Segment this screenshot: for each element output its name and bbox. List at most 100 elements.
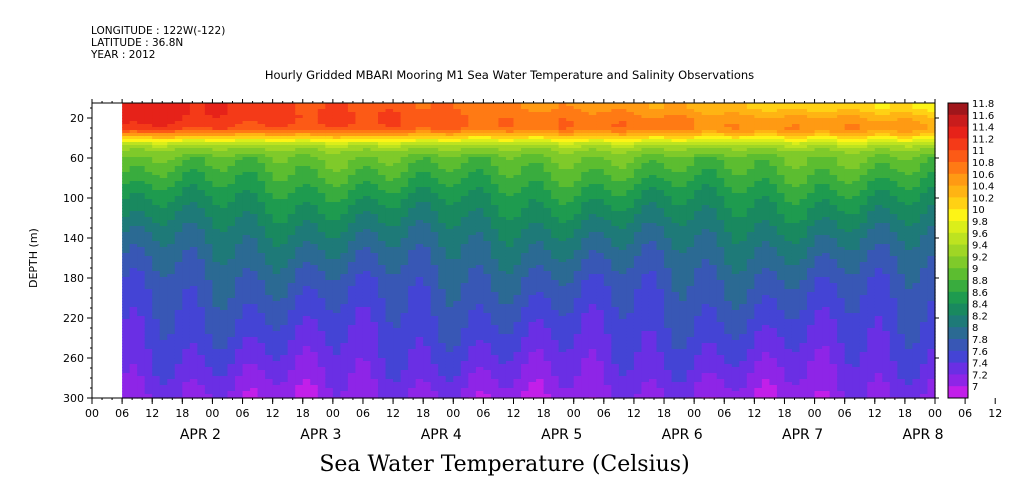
heatmap-cell	[212, 112, 221, 116]
heatmap-cell	[438, 193, 447, 197]
heatmap-cell	[468, 196, 477, 200]
heatmap-cell	[400, 316, 409, 320]
heatmap-cell	[460, 178, 469, 182]
heatmap-cell	[460, 370, 469, 374]
heatmap-cell	[152, 250, 161, 254]
heatmap-cell	[152, 340, 161, 344]
heatmap-cell	[272, 121, 281, 125]
heatmap-cell	[415, 274, 424, 278]
heatmap-cell	[400, 151, 409, 155]
heatmap-cell	[490, 280, 500, 284]
heatmap-cell	[393, 358, 402, 362]
heatmap-cell	[453, 148, 462, 152]
heatmap-cell	[475, 220, 484, 224]
heatmap-cell	[137, 310, 146, 314]
heatmap-cell	[400, 145, 409, 149]
heatmap-cell	[423, 211, 432, 215]
heatmap-cell	[445, 163, 454, 167]
heatmap-cell	[295, 118, 304, 122]
heatmap-cell	[174, 187, 183, 191]
heatmap-cell	[475, 133, 484, 137]
heatmap-cell	[415, 193, 424, 197]
heatmap-cell	[362, 214, 372, 218]
heatmap-cell	[415, 118, 424, 122]
heatmap-cell	[325, 145, 334, 149]
heatmap-cell	[257, 178, 266, 182]
heatmap-cell	[182, 361, 191, 365]
heatmap-cell	[295, 199, 304, 203]
heatmap-cell	[159, 145, 168, 149]
heatmap-cell	[370, 253, 379, 257]
heatmap-cell	[340, 139, 349, 143]
heatmap-cell	[362, 211, 372, 215]
heatmap-cell	[227, 289, 236, 293]
heatmap-cell	[280, 220, 289, 224]
latitude-label: LATITUDE : 36.8N	[91, 37, 184, 49]
heatmap-cell	[310, 268, 319, 272]
heatmap-cell	[483, 172, 492, 176]
heatmap-cell	[393, 121, 402, 125]
heatmap-cell	[453, 229, 462, 233]
heatmap-cell	[129, 112, 138, 116]
heatmap-cell	[438, 256, 447, 260]
heatmap-cell	[242, 154, 251, 158]
heatmap-cell	[212, 250, 221, 254]
heatmap-cell	[400, 370, 409, 374]
heatmap-cell	[197, 235, 206, 239]
heatmap-cell	[453, 361, 462, 365]
heatmap-cell	[295, 223, 304, 227]
heatmap-cell	[250, 322, 259, 326]
heatmap-cell	[174, 184, 183, 188]
heatmap-cell	[445, 199, 454, 203]
heatmap-cell	[272, 241, 281, 245]
heatmap-cell	[302, 367, 311, 371]
heatmap-cell	[445, 145, 454, 149]
heatmap-cell	[340, 169, 349, 173]
heatmap-cell	[122, 256, 131, 260]
heatmap-cell	[415, 352, 424, 356]
heatmap-cell	[182, 388, 191, 392]
heatmap-cell	[332, 181, 341, 185]
heatmap-cell	[393, 160, 402, 164]
heatmap-cell	[340, 247, 349, 251]
heatmap-cell	[340, 217, 349, 221]
heatmap-cell	[370, 352, 379, 356]
heatmap-cell	[242, 385, 251, 389]
heatmap-cell	[137, 340, 146, 344]
heatmap-cell	[272, 214, 281, 218]
heatmap-cell	[212, 238, 221, 242]
heatmap-cell	[302, 229, 311, 233]
heatmap-cell	[152, 358, 161, 362]
heatmap-cell	[302, 346, 311, 350]
heatmap-cell	[362, 109, 372, 113]
heatmap-cell	[490, 364, 500, 368]
heatmap-cell	[227, 148, 236, 152]
heatmap-cell	[483, 136, 492, 140]
heatmap-cell	[272, 109, 281, 113]
heatmap-cell	[370, 169, 379, 173]
heatmap-cell	[265, 244, 274, 248]
heatmap-cell	[430, 241, 439, 245]
heatmap-cell	[235, 229, 244, 233]
heatmap-cell	[325, 370, 334, 374]
heatmap-cell	[310, 238, 319, 242]
heatmap-cell	[415, 184, 424, 188]
heatmap-cell	[340, 262, 349, 266]
heatmap-cell	[272, 127, 281, 131]
heatmap-cell	[310, 169, 319, 173]
heatmap-cell	[423, 262, 432, 266]
heatmap-cell	[453, 217, 462, 221]
heatmap-cell	[378, 211, 387, 215]
heatmap-cell	[219, 178, 229, 182]
heatmap-cell	[242, 118, 251, 122]
heatmap-cell	[415, 109, 424, 113]
heatmap-cell	[453, 325, 462, 329]
heatmap-cell	[475, 157, 484, 161]
heatmap-cell	[453, 358, 462, 362]
heatmap-cell	[362, 193, 372, 197]
heatmap-cell	[272, 163, 281, 167]
heatmap-cell	[212, 241, 221, 245]
heatmap-cell	[362, 322, 372, 326]
heatmap-cell	[385, 133, 394, 137]
heatmap-cell	[475, 322, 484, 326]
